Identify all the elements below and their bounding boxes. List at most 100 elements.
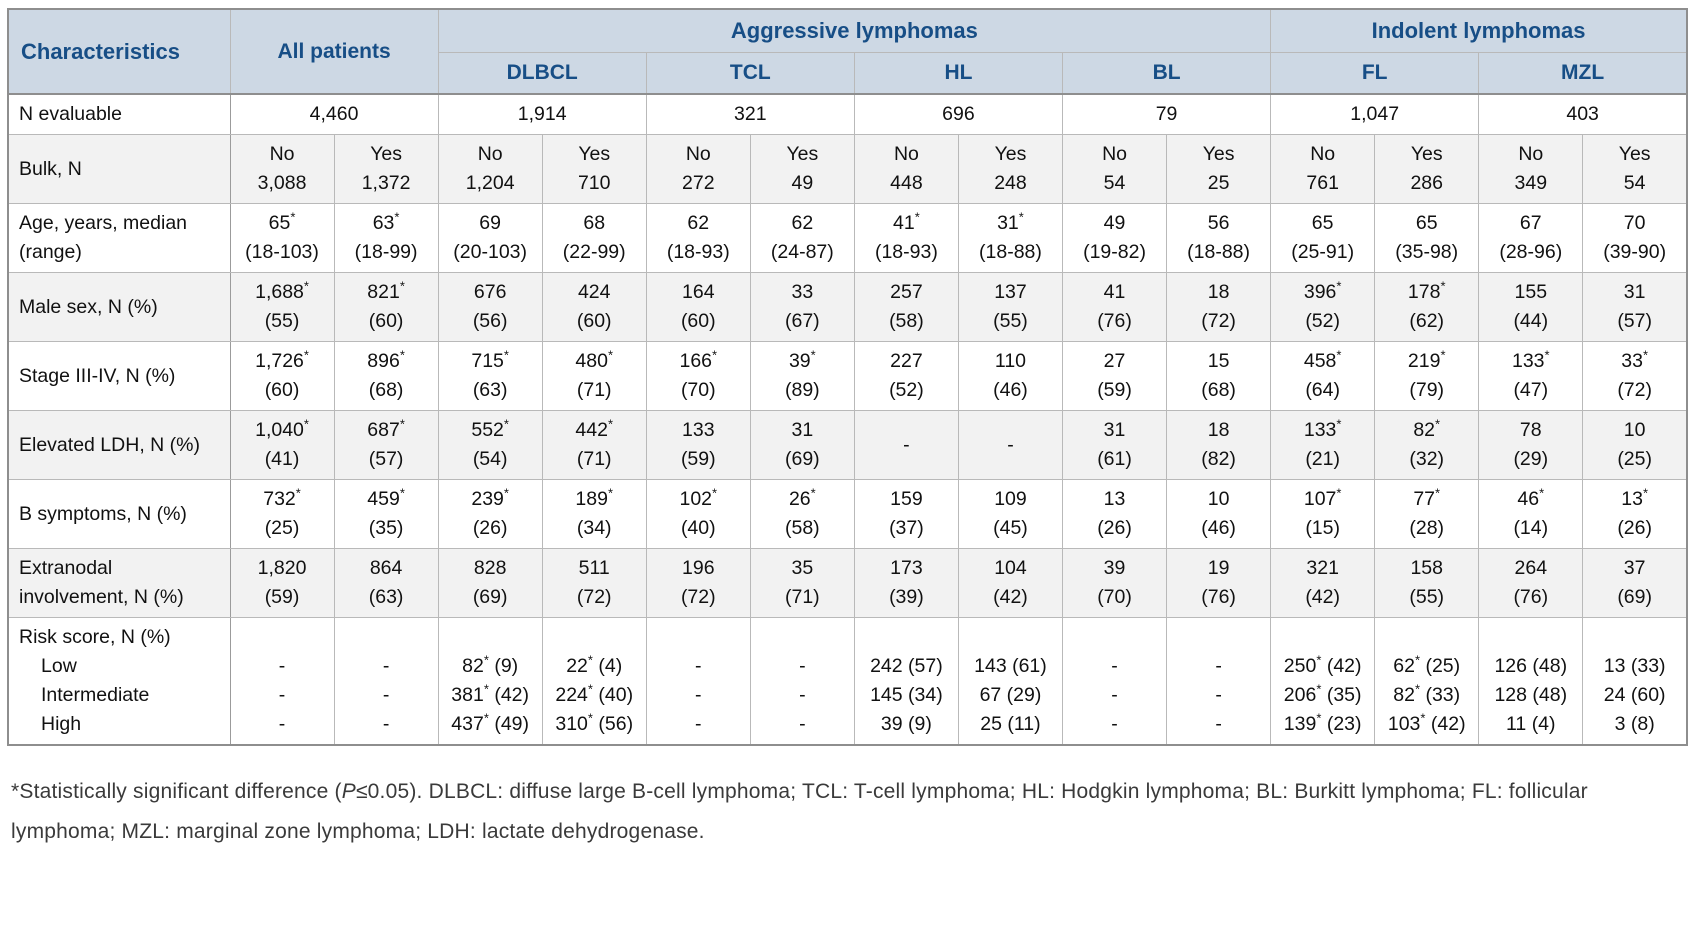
cell-line: 257 — [890, 281, 923, 303]
cell-spacer — [961, 623, 1060, 652]
cell-line: 39* — [788, 347, 816, 373]
cell-line: 864 — [369, 557, 403, 579]
significance-asterisk: * — [503, 347, 509, 363]
cell-line: 39 (9) — [880, 713, 932, 735]
cell-line: 10 — [1623, 419, 1646, 441]
cell-line: 82* — [1413, 416, 1441, 442]
table-cell: Yes 54 — [1582, 134, 1688, 204]
table-cell: No 1,204 — [437, 134, 543, 204]
significance-asterisk: * — [1414, 652, 1421, 668]
cell-line: Yes — [994, 143, 1027, 165]
row-label-male-sex: Male sex, N (%) — [7, 272, 231, 342]
cell-line: 70 — [1623, 212, 1646, 234]
cell-line: Yes — [1410, 143, 1443, 165]
cell-line: 67 (29) — [979, 684, 1042, 706]
cell-line: 104 — [994, 557, 1027, 579]
cell-line: 19 — [1207, 557, 1230, 579]
table-cell: - - - — [749, 617, 855, 746]
cell-line: No — [477, 143, 503, 165]
cell-line: (46) — [1201, 517, 1236, 539]
cell-line: (56) — [472, 310, 508, 332]
cell-line: (63) — [368, 586, 404, 608]
cell-line: 448 — [890, 172, 923, 194]
cell-line: - — [1215, 684, 1222, 706]
significance-asterisk: * — [399, 485, 405, 501]
cell-line: 349 — [1514, 172, 1548, 194]
cell-line: 62 — [687, 212, 710, 234]
table-cell: - - - — [1166, 617, 1272, 746]
cell-line: (14) — [1513, 517, 1549, 539]
cell-line: 139* (23) — [1283, 710, 1362, 736]
table-cell: 321 (42) — [1270, 548, 1376, 618]
cell-line: 13 (33) — [1603, 655, 1666, 677]
table-cell: 65* (18-103) — [229, 203, 335, 273]
table-cell: 62 (18-93) — [645, 203, 751, 273]
table-header: Characteristics All patients Aggressive … — [7, 8, 1688, 95]
cell-line: (52) — [1305, 310, 1340, 332]
cell-line: 10 — [1207, 488, 1230, 510]
table-cell: 33* (72) — [1582, 341, 1688, 411]
cell-line: 35 — [791, 557, 814, 579]
cell-line: 173 — [890, 557, 923, 579]
cell-spacer — [1481, 623, 1580, 652]
cell-line: 458* — [1303, 347, 1342, 373]
cell-line: 715* — [471, 347, 509, 373]
cell-spacer — [233, 623, 332, 652]
cell-line: 1,040* — [255, 416, 309, 442]
cell-line: 24 (60) — [1603, 684, 1666, 706]
table-cell: 41* (18-93) — [853, 203, 959, 273]
cell-line: 219* — [1407, 347, 1446, 373]
table-cell: Yes 25 — [1166, 134, 1272, 204]
cell-line: 102* — [679, 485, 718, 511]
significance-asterisk: * — [1440, 278, 1446, 294]
table-cell: 480* (71) — [541, 341, 647, 411]
cell-line: (39) — [889, 586, 924, 608]
cell-spacer — [337, 623, 436, 652]
cell-line: 54 — [1103, 172, 1126, 194]
cell-line: Yes — [1618, 143, 1651, 165]
cell-line: 442* — [575, 416, 614, 442]
footnote-text-pre: *Statistically significant difference ( — [11, 780, 342, 803]
significance-asterisk: * — [1316, 710, 1322, 726]
cell-line: 67 — [1519, 212, 1542, 234]
cell-spacer — [649, 623, 748, 652]
table-cell: 102* (40) — [645, 479, 751, 549]
table-cell: 39 (70) — [1061, 548, 1168, 618]
footnote: *Statistically significant difference (P… — [11, 772, 1684, 852]
cell-line: 69 — [479, 212, 501, 234]
cell-line: 49 — [1103, 212, 1126, 234]
table-cell: No 3,088 — [229, 134, 335, 204]
table-row-stage: Stage III-IV, N (%) 1,726* (60) 896* (68) 715… — [7, 341, 1688, 411]
table-cell: Yes 286 — [1374, 134, 1480, 204]
cell-line: (52) — [889, 379, 924, 401]
cell-line: 381* (42) — [451, 681, 530, 707]
cell-line: 3 (8) — [1614, 713, 1655, 735]
row-label-extranodal: Extranodal involvement, N (%) — [7, 548, 231, 618]
table-cell: 511 (72) — [541, 548, 647, 618]
footnote-p-italic: P — [341, 780, 356, 803]
cell-line: (21) — [1305, 448, 1340, 470]
significance-asterisk: * — [1435, 485, 1441, 501]
cell-spacer — [1273, 623, 1372, 652]
cell-line: (25) — [1617, 448, 1652, 470]
significance-asterisk: * — [399, 416, 405, 432]
cell-line: (22-99) — [562, 241, 626, 263]
table-cell: 715* (63) — [437, 341, 543, 411]
cell-line: (55) — [264, 310, 300, 332]
significance-asterisk: * — [1336, 347, 1342, 363]
table-cell: 250* (42) 206* (35) 139* (23) — [1270, 617, 1376, 746]
col-header-aggressive-lymphomas: Aggressive lymphomas — [437, 8, 1272, 53]
cell-line: (18-88) — [1187, 241, 1251, 263]
significance-asterisk: * — [587, 681, 593, 697]
cell-line: (54) — [472, 448, 508, 470]
table-cell: 196 (72) — [645, 548, 751, 618]
table-cell: 26* (58) — [749, 479, 855, 549]
cell-line: - — [695, 684, 702, 706]
cell-spacer — [1585, 623, 1684, 652]
cell-line: 13* — [1621, 485, 1649, 511]
table-cell: 227 (52) — [853, 341, 959, 411]
cell-line: Yes — [578, 143, 611, 165]
table-row-male-sex: Male sex, N (%) 1,688* (55) 821* (60) 676 (56)… — [7, 272, 1688, 342]
cell-line: 3,088 — [257, 172, 307, 194]
cell-line: (47) — [1513, 379, 1549, 401]
